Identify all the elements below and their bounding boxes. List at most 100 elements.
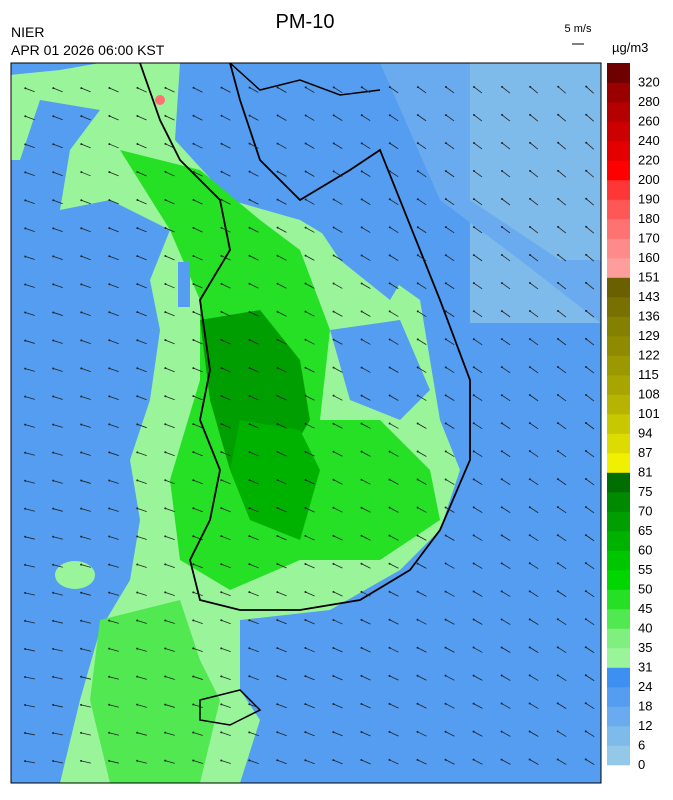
wind-arrow-head [360, 338, 363, 341]
wind-arrow-head [220, 703, 223, 706]
wind-arrow-head [444, 590, 447, 593]
wind-arrow-head [528, 282, 531, 285]
wind-arrow [165, 171, 175, 177]
wind-arrow-head [416, 758, 419, 761]
wind-arrow-head [444, 422, 447, 425]
wind-arrow-head [52, 143, 55, 146]
colorbar-segment [607, 199, 630, 220]
wind-arrow-head [192, 423, 195, 426]
wind-arrow-head [528, 478, 531, 481]
wind-arrow-head [472, 198, 475, 201]
border [229, 63, 381, 96]
wind-arrow-head [529, 169, 532, 172]
wind-arrow [333, 479, 343, 485]
wind-arrow [277, 703, 287, 709]
wind-arrow [109, 115, 119, 121]
wind-arrow [277, 759, 287, 765]
wind-arrow [417, 395, 427, 401]
wind-arrow [25, 340, 35, 344]
wind-arrow-head [136, 255, 139, 258]
coastline [139, 63, 471, 611]
wind-arrow [445, 226, 455, 234]
wind-arrow [53, 760, 63, 764]
wind-arrow-head [556, 366, 559, 369]
wind-arrow [277, 619, 287, 625]
wind-arrow-head [80, 339, 83, 342]
wind-arrow-head [388, 422, 391, 425]
wind-arrow-head [388, 590, 391, 593]
wind-arrow-head [304, 254, 307, 257]
wind-arrow-head [360, 114, 363, 117]
wind-arrow-head [585, 85, 588, 88]
wind-arrow-head [80, 619, 83, 622]
colorbar-segment [607, 628, 630, 649]
wind-arrow-head [164, 535, 167, 538]
wind-arrow-head [584, 730, 587, 733]
wind-arrow [137, 367, 147, 373]
wind-arrow-head [584, 702, 587, 705]
wind-arrow-head [473, 85, 476, 88]
wind-arrow-head [416, 142, 419, 145]
wind-arrow-head [528, 506, 531, 509]
wind-arrow [249, 423, 259, 429]
wind-arrow-head [528, 618, 531, 621]
wind-arrow [501, 675, 511, 681]
wind-arrow [81, 171, 91, 177]
wind-arrow-head [276, 170, 279, 173]
wind-arrow-head [304, 562, 307, 565]
wind-arrow-head [52, 255, 55, 258]
wind-arrow-head [388, 562, 391, 565]
wind-arrow [361, 507, 371, 513]
colorbar-segment [607, 141, 630, 161]
wind-arrow [221, 704, 231, 708]
wind-arrow-head [248, 282, 251, 285]
wind-arrow-head [444, 226, 447, 229]
wind-arrow-head [332, 618, 335, 621]
wind-arrow [473, 366, 483, 374]
wind-arrow-head [80, 479, 83, 482]
wind-arrow [473, 338, 483, 346]
wind-arrow [25, 312, 35, 316]
wind-arrow [529, 254, 539, 262]
wind-arrow-head [416, 282, 419, 285]
wind-arrow-head [136, 563, 139, 566]
wind-arrow-head [108, 423, 111, 426]
wind-arrow-head [304, 226, 307, 229]
wind-arrow [165, 143, 175, 149]
wind-arrow-head [529, 141, 532, 144]
wind-arrow [557, 478, 567, 486]
wind-arrow [221, 283, 231, 289]
wind-arrow [557, 226, 567, 234]
wind-arrow [529, 198, 539, 206]
wind-arrow-head [248, 366, 251, 369]
wind-arrow [529, 310, 539, 318]
wind-scale: 5 m/s [565, 23, 592, 35]
wind-arrow [25, 396, 35, 400]
wind-arrow [557, 731, 567, 737]
wind-arrow-head [24, 507, 27, 510]
wind-arrow [25, 200, 35, 204]
wind-arrow [473, 563, 483, 569]
wind-arrow [501, 114, 511, 122]
wind-arrow-head [528, 702, 531, 705]
colorbar-label: 136 [638, 309, 660, 324]
wind-arrow-head [136, 142, 139, 145]
wind-arrow-head [528, 450, 531, 453]
wind-arrow-head [136, 535, 139, 538]
wind-arrow-head [472, 506, 475, 509]
wind-arrow [221, 227, 231, 233]
wind-arrow [557, 366, 567, 374]
wind-arrow [165, 255, 175, 261]
colorbar-segment [607, 375, 630, 395]
wind-arrow-head [500, 366, 503, 369]
wind-arrow-head [24, 311, 27, 314]
wind-arrow-head [220, 647, 223, 650]
wind-arrow [445, 507, 455, 513]
wind-arrow [81, 480, 91, 484]
wind-arrow-head [444, 282, 447, 285]
wind-arrow-head [304, 759, 307, 762]
wind-arrow-head [220, 198, 223, 201]
wind-arrow-head [500, 646, 503, 649]
colorbar-label: 75 [638, 484, 652, 499]
colorbar-segment [607, 706, 630, 727]
